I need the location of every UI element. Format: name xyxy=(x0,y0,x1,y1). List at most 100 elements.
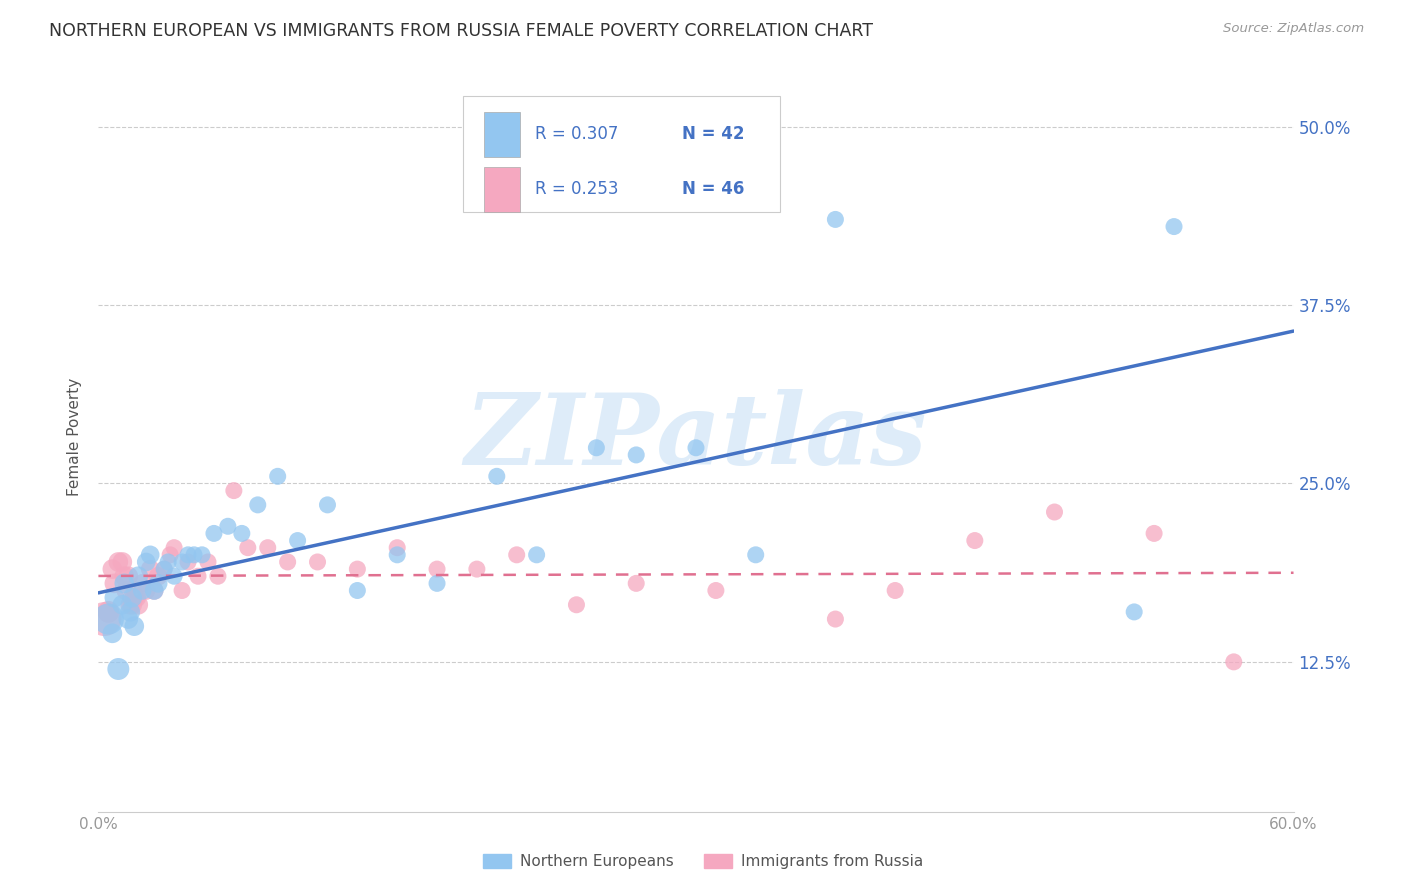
Point xyxy=(127,598,149,612)
Point xyxy=(246,498,269,512)
Point xyxy=(157,555,180,569)
Point xyxy=(1163,219,1185,234)
Point xyxy=(585,441,607,455)
Point xyxy=(97,605,120,619)
Point xyxy=(884,583,907,598)
Point xyxy=(101,626,124,640)
Point xyxy=(222,483,245,498)
Point xyxy=(124,591,146,605)
Point xyxy=(307,555,329,569)
Point xyxy=(124,619,146,633)
Point xyxy=(148,576,170,591)
FancyBboxPatch shape xyxy=(485,112,520,157)
Point xyxy=(107,662,129,676)
Point xyxy=(101,562,124,576)
Point xyxy=(485,469,508,483)
Point xyxy=(426,576,449,591)
FancyBboxPatch shape xyxy=(463,96,780,212)
Point xyxy=(1223,655,1246,669)
Text: ZIPatlas: ZIPatlas xyxy=(465,389,927,485)
Text: R = 0.307: R = 0.307 xyxy=(534,126,619,144)
Point xyxy=(197,555,219,569)
Point xyxy=(824,612,846,626)
Point xyxy=(217,519,239,533)
Text: NORTHERN EUROPEAN VS IMMIGRANTS FROM RUSSIA FEMALE POVERTY CORRELATION CHART: NORTHERN EUROPEAN VS IMMIGRANTS FROM RUS… xyxy=(49,22,873,40)
Text: N = 46: N = 46 xyxy=(682,180,744,198)
Point xyxy=(187,569,209,583)
Point xyxy=(117,612,139,626)
Point xyxy=(115,583,138,598)
Y-axis label: Female Poverty: Female Poverty xyxy=(67,378,83,496)
Point xyxy=(121,598,143,612)
Point xyxy=(131,583,153,598)
Point xyxy=(139,548,162,562)
Point xyxy=(267,469,290,483)
Point xyxy=(139,562,162,576)
Point xyxy=(526,548,548,562)
Point xyxy=(103,591,125,605)
Point xyxy=(111,555,134,569)
Point xyxy=(316,498,339,512)
Point xyxy=(163,541,186,555)
Point xyxy=(685,441,707,455)
Point xyxy=(159,548,181,562)
Point xyxy=(191,548,214,562)
Point xyxy=(346,562,368,576)
Point xyxy=(207,569,229,583)
Point xyxy=(153,562,176,576)
Legend: Northern Europeans, Immigrants from Russia: Northern Europeans, Immigrants from Russ… xyxy=(477,847,929,875)
Point xyxy=(107,555,129,569)
Point xyxy=(626,576,648,591)
Point xyxy=(121,591,143,605)
Point xyxy=(117,569,139,583)
FancyBboxPatch shape xyxy=(485,167,520,211)
Point xyxy=(97,612,120,626)
Point xyxy=(231,526,253,541)
Point xyxy=(426,562,449,576)
Point xyxy=(287,533,309,548)
Text: Source: ZipAtlas.com: Source: ZipAtlas.com xyxy=(1223,22,1364,36)
Point xyxy=(120,598,142,612)
Point xyxy=(163,569,186,583)
Text: R = 0.253: R = 0.253 xyxy=(534,180,619,198)
Point xyxy=(385,548,409,562)
Point xyxy=(626,448,648,462)
Point xyxy=(346,583,368,598)
Point xyxy=(148,569,170,583)
Point xyxy=(385,541,409,555)
Point xyxy=(704,583,727,598)
Point xyxy=(125,591,148,605)
Point xyxy=(465,562,488,576)
Point xyxy=(745,548,768,562)
Point xyxy=(1143,526,1166,541)
Point xyxy=(143,583,166,598)
Point xyxy=(277,555,299,569)
Point xyxy=(120,605,142,619)
Point xyxy=(172,555,194,569)
Point xyxy=(183,548,205,562)
Point xyxy=(103,576,125,591)
Point xyxy=(111,598,134,612)
Point xyxy=(177,548,200,562)
Point xyxy=(93,612,115,626)
Point xyxy=(565,598,588,612)
Point xyxy=(177,555,200,569)
Point xyxy=(1043,505,1066,519)
Point xyxy=(143,583,166,598)
Point xyxy=(256,541,278,555)
Point xyxy=(202,526,225,541)
Point xyxy=(131,576,153,591)
Point xyxy=(1123,605,1146,619)
Text: N = 42: N = 42 xyxy=(682,126,744,144)
Point xyxy=(172,583,194,598)
Point xyxy=(506,548,529,562)
Point xyxy=(135,583,157,598)
Point xyxy=(135,555,157,569)
Point xyxy=(153,562,176,576)
Point xyxy=(112,569,135,583)
Point xyxy=(824,212,846,227)
Point xyxy=(963,533,986,548)
Point xyxy=(127,569,149,583)
Point xyxy=(112,576,135,591)
Point xyxy=(236,541,259,555)
